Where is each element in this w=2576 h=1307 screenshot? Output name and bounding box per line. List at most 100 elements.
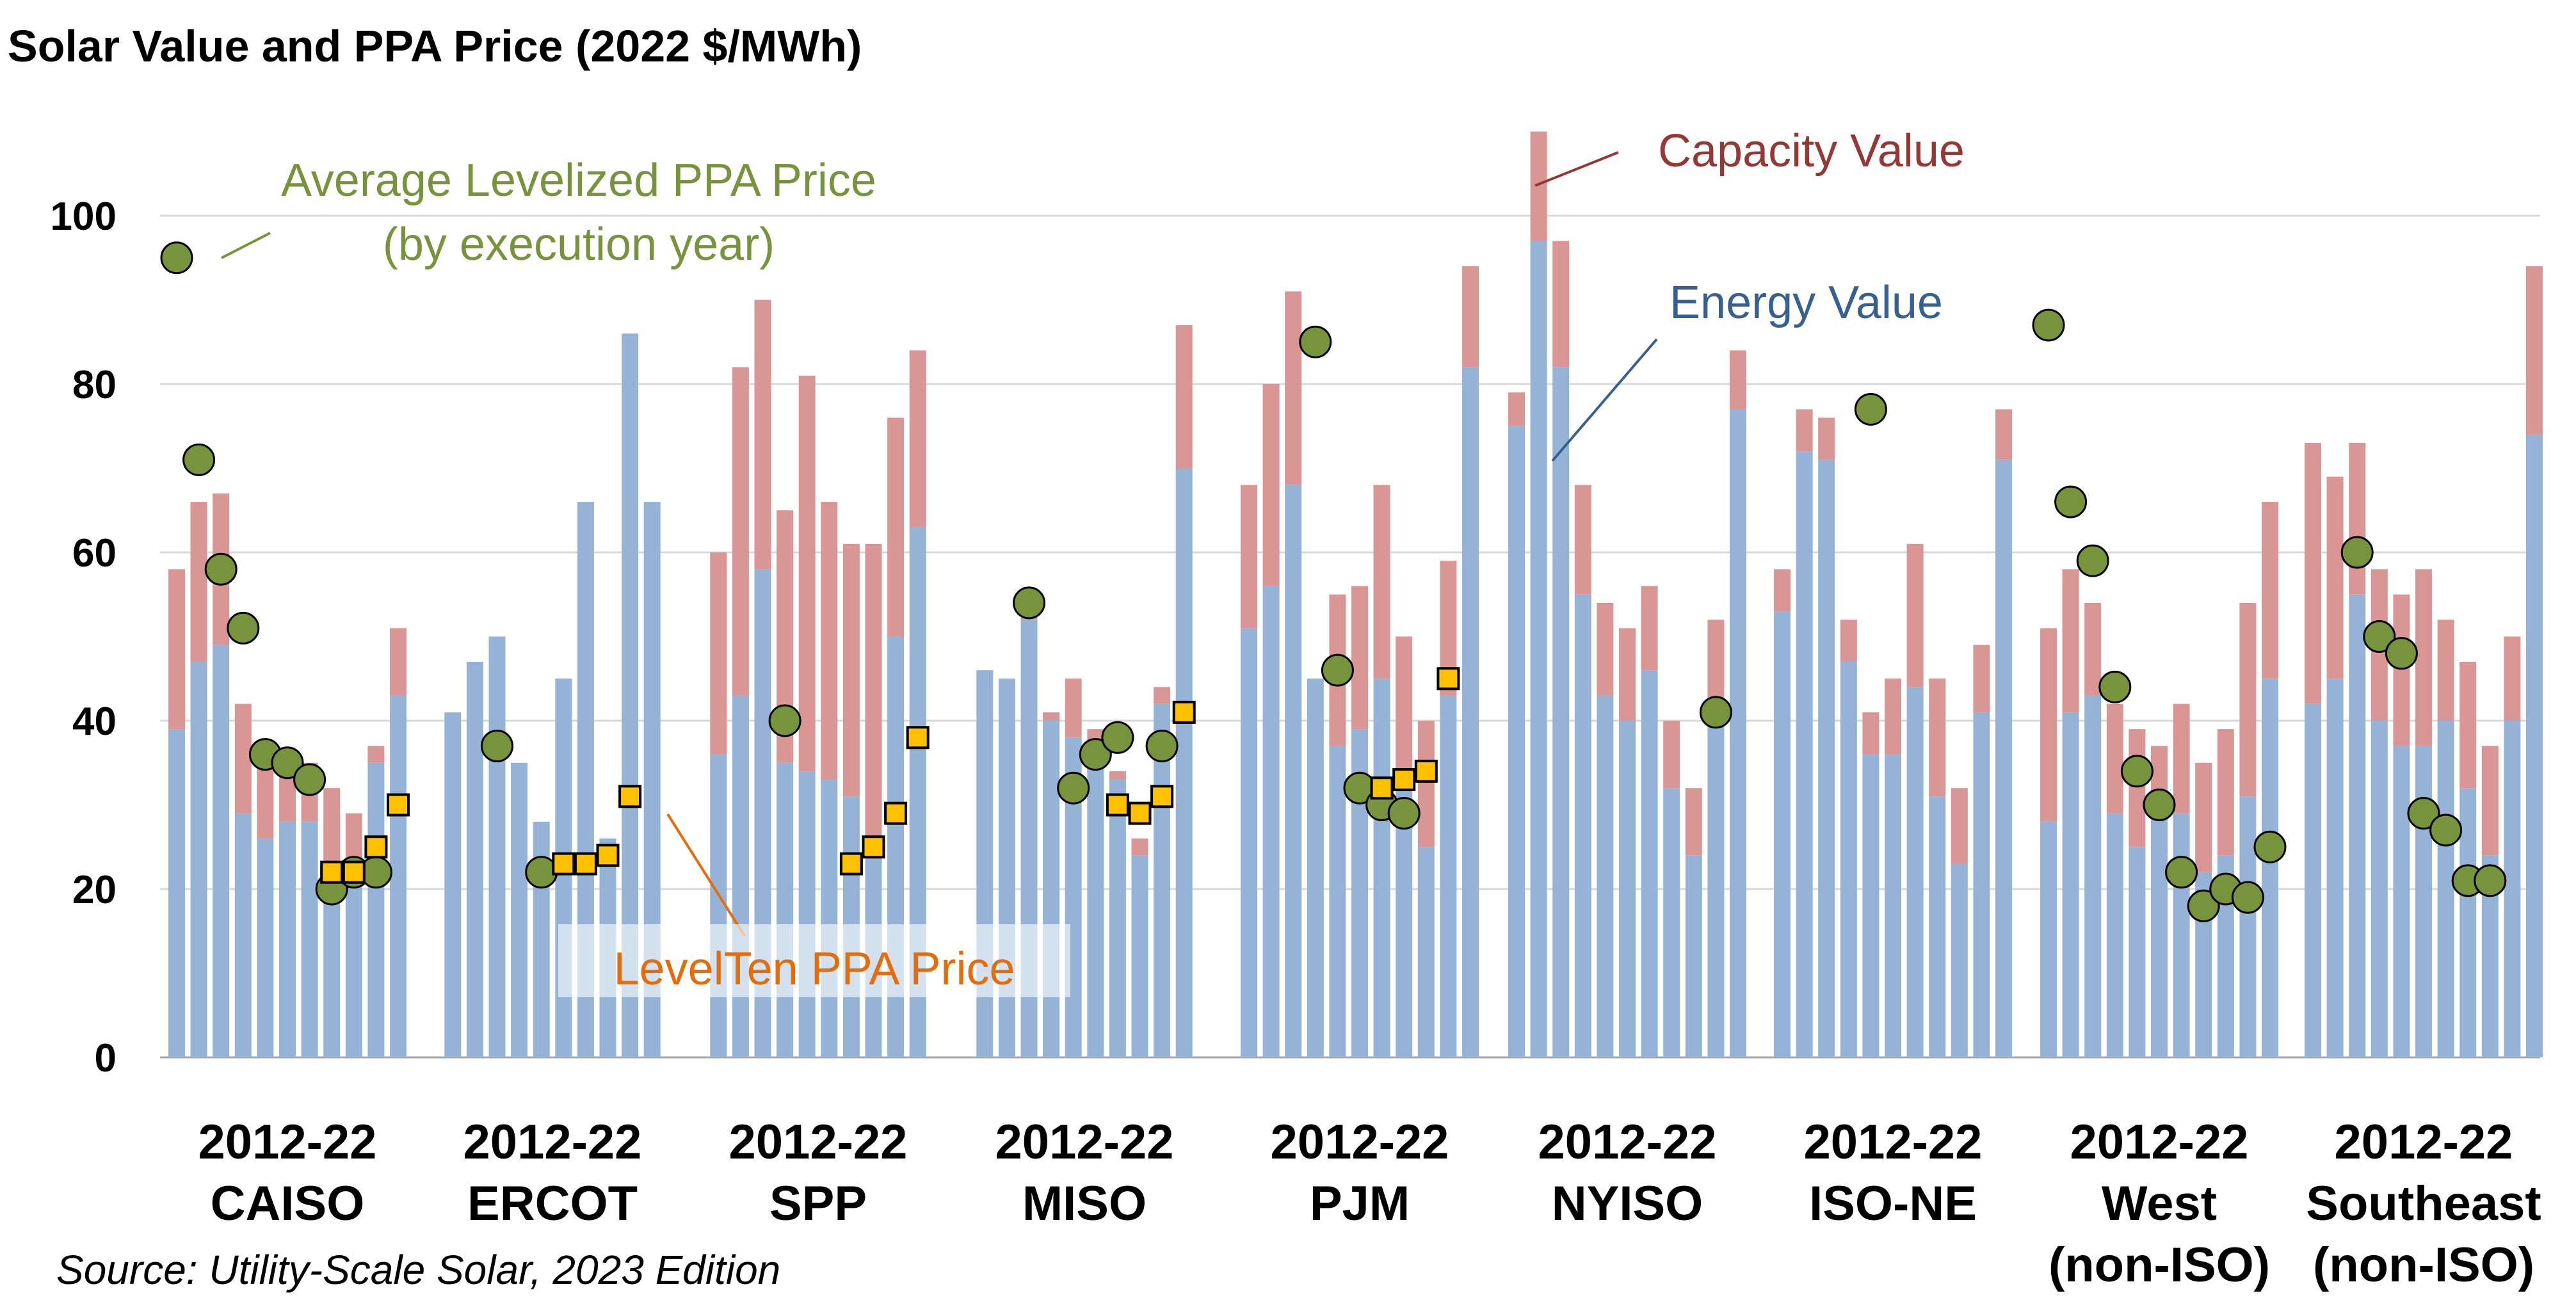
energy-bar [1929, 796, 1946, 1057]
avg-ppa-marker [2407, 797, 2440, 830]
capacity-bar [2239, 602, 2257, 797]
energy-bar [279, 821, 296, 1057]
capacity-bar [1373, 485, 1390, 679]
avg-ppa-marker [1321, 654, 1354, 687]
capacity-bar [2151, 746, 2168, 797]
capacity-bar [732, 367, 749, 696]
energy-bar [1087, 746, 1104, 1057]
capacity-bar [1065, 678, 1082, 738]
y-tick-label: 40 [72, 700, 117, 744]
avg-ppa-label-line2: (by execution year) [383, 219, 775, 270]
avg-ppa-marker [227, 611, 260, 645]
energy-bar [367, 762, 385, 1057]
avg-ppa-marker [2165, 856, 2198, 889]
capacity-bar [1641, 586, 1658, 671]
levelten-marker [320, 860, 344, 884]
energy-bar [1906, 687, 1924, 1057]
capacity-bar [2481, 746, 2499, 856]
energy-bar [2459, 788, 2477, 1057]
energy-bar [301, 821, 318, 1057]
avg-ppa-marker [2054, 485, 2088, 518]
avg-ppa-marker [2120, 755, 2153, 788]
energy-bar [732, 695, 749, 1057]
capacity-bar [2459, 661, 2477, 789]
energy-bar [1774, 611, 1791, 1057]
avg-ppa-marker [2385, 637, 2418, 670]
category-label: Southeast [2306, 1176, 2541, 1231]
avg-ppa-marker [1299, 325, 1332, 358]
avg-ppa-marker [1699, 696, 1732, 729]
capacity-bar [1862, 712, 1880, 755]
energy-bar [213, 645, 230, 1057]
capacity-bar [754, 300, 771, 570]
capacity-bar [1175, 325, 1193, 469]
capacity-bar [1131, 838, 1148, 856]
energy-bar [710, 754, 727, 1057]
energy-bar [1285, 485, 1302, 1057]
energy-bar [1508, 426, 1525, 1057]
markers [160, 241, 2507, 922]
energy-bar [821, 780, 838, 1057]
capacity-bar [2106, 703, 2123, 814]
capacity-bar [1730, 350, 1746, 410]
avg-ppa-marker [1101, 721, 1134, 754]
category-label: 2012-22 [2335, 1115, 2513, 1169]
capacity-bar [1508, 392, 1525, 426]
energy-bar [345, 880, 362, 1057]
capacity-bar [2504, 636, 2521, 721]
source-note: Source: Utility-Scale Solar, 2023 Editio… [56, 1247, 780, 1293]
avg-ppa-marker [2143, 789, 2176, 821]
avg-ppa-marker [2363, 620, 2396, 653]
energy-bar [2062, 712, 2079, 1057]
avg-ppa-marker [1145, 729, 1179, 762]
capacity-bar [1043, 712, 1060, 721]
levelten-ppa-label: LevelTen PPA Price [613, 943, 1015, 995]
capacity-bar [2526, 266, 2543, 435]
energy-bar [1175, 468, 1193, 1057]
energy-bar [1396, 788, 1413, 1057]
capacity-bar [2326, 476, 2344, 679]
capacity-bar [1774, 569, 1791, 612]
levelten-marker [1437, 667, 1460, 691]
energy-bar [2526, 434, 2543, 1057]
chart-title: Solar Value and PPA Price (2022 $/MWh) [8, 21, 862, 71]
avg-ppa-marker [1079, 738, 1112, 771]
capacity-bar [909, 350, 926, 527]
capacity-leader-line [1534, 151, 1619, 187]
category-label: 2012-22 [1271, 1115, 1449, 1169]
energy-bar [1131, 855, 1148, 1057]
energy-bar [1597, 695, 1614, 1057]
capacity-bar [798, 375, 816, 771]
capacity-bar [1597, 602, 1614, 696]
avg-ppa-marker [160, 241, 193, 275]
y-tick-label: 100 [51, 195, 117, 239]
capacity-bar [2437, 620, 2454, 721]
energy-bar [2437, 721, 2454, 1057]
capacity-bar [2195, 762, 2212, 872]
levelten-marker [1414, 759, 1438, 783]
capacity-bar [842, 543, 860, 797]
levelten-marker [552, 852, 576, 876]
energy-bar [1995, 460, 2012, 1057]
levelten-marker [1370, 776, 1394, 800]
energy-bar [1663, 788, 1680, 1057]
capacity-bar [1885, 678, 1901, 755]
capacity-bar [1552, 241, 1570, 367]
energy-bar [1373, 678, 1390, 1057]
capacity-bar [2173, 703, 2190, 814]
energy-bar [1840, 661, 1857, 1057]
levelten-marker [596, 844, 620, 867]
energy-bar [777, 762, 794, 1057]
levelten-marker [342, 860, 366, 884]
category-label: PJM [1310, 1176, 1410, 1231]
levelten-marker [1128, 801, 1152, 825]
capacity-bar [865, 543, 882, 847]
energy-bar [2084, 695, 2102, 1057]
capacity-bar [2129, 729, 2146, 847]
category-label: 2012-22 [1804, 1115, 1983, 1169]
energy-bar [1552, 367, 1570, 1058]
energy-bar [1307, 678, 1324, 1057]
capacity-bar [2262, 502, 2278, 679]
energy-bar [2239, 796, 2257, 1057]
energy-bar [2305, 703, 2321, 1057]
